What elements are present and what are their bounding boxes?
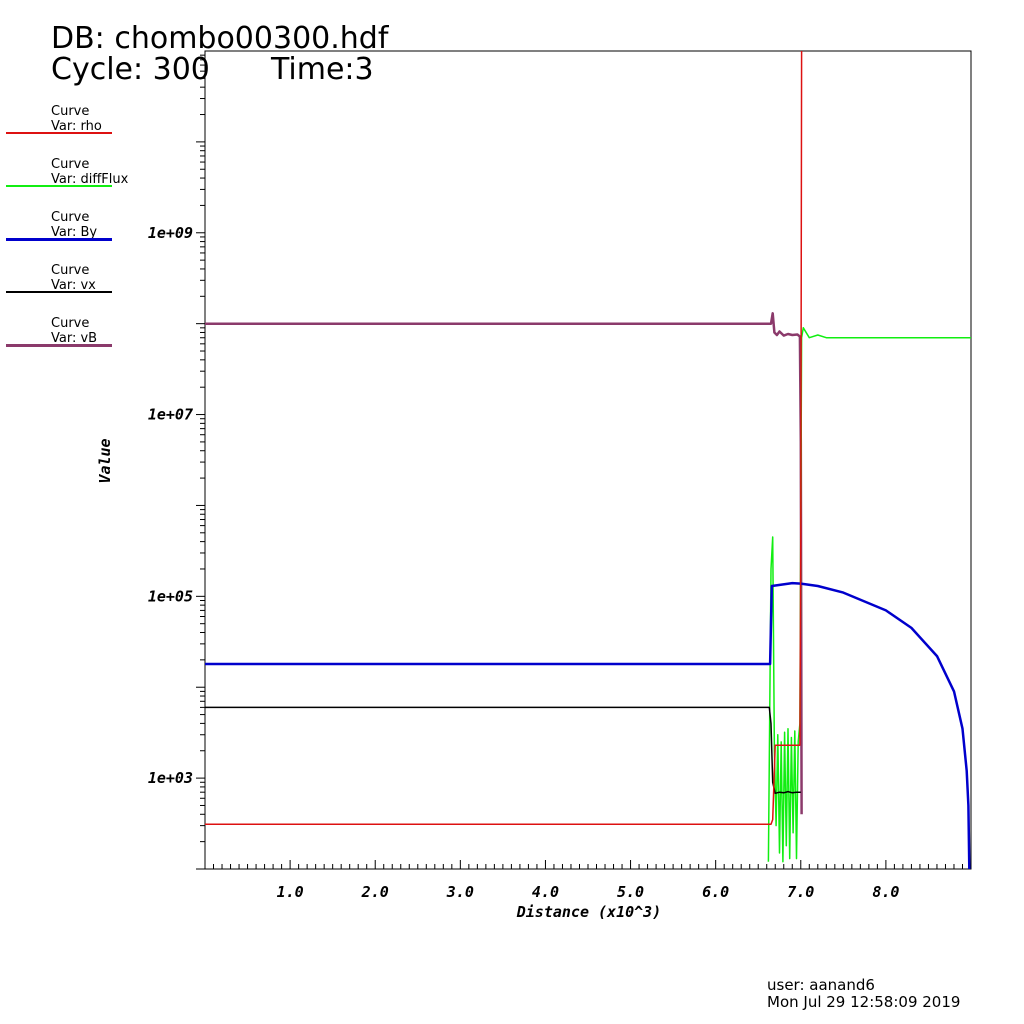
legend-curve-label: Curve — [51, 316, 90, 331]
legend-var-label: Var: rho — [51, 119, 102, 134]
legend-item-vx: Curve Var: vx — [0, 264, 140, 314]
legend-swatch-by — [6, 238, 112, 241]
series-line-by — [205, 581, 971, 870]
legend-curve-label: Curve — [51, 104, 90, 119]
x-tick-label: 5.0 — [617, 883, 644, 901]
axis-ticks: 1.0 2.0 3.0 4.0 5.0 6.0 7.0 8.0 1e+03 1e+05 1e+07 1… — [148, 54, 963, 901]
legend-curve-label: Curve — [51, 263, 90, 278]
x-tick-label: 3.0 — [446, 883, 474, 901]
legend-var-label: Var: vx — [51, 278, 96, 293]
legend-item-by: Curve Var: By — [0, 211, 140, 261]
x-tick-label: 6.0 — [702, 883, 729, 901]
footer-date: Mon Jul 29 12:58:09 2019 — [767, 993, 961, 1011]
y-tick-label: 1e+09 — [148, 224, 193, 242]
legend-swatch-rho — [6, 132, 112, 134]
x-tick-label: 2.0 — [361, 883, 389, 901]
database-title: DB: chombo00300.hdf — [51, 21, 389, 56]
y-tick-label: 1e+03 — [148, 769, 193, 787]
legend-curve-label: Curve — [51, 157, 90, 172]
series-line-diffflux — [767, 327, 971, 863]
series-line-vx — [205, 706, 801, 795]
legend-var-label: Var: By — [51, 225, 98, 240]
series-line-rho — [205, 50, 803, 826]
x-axis-title: Distance (x10^3) — [516, 903, 662, 921]
series-lines — [205, 50, 971, 870]
legend-curve-label: Curve — [51, 210, 90, 225]
y-tick-label: 1e+07 — [148, 406, 193, 424]
y-axis-title: Value — [96, 438, 114, 483]
legend-var-label: Var: vB — [51, 331, 98, 346]
legend-swatch-vx — [6, 291, 112, 293]
x-tick-label: 8.0 — [872, 883, 899, 901]
plot-frame — [204, 50, 972, 870]
footer-user: user: aanand6 — [767, 976, 875, 994]
legend-item-rho: Curve Var: rho — [0, 105, 140, 155]
x-tick-label: 4.0 — [532, 883, 559, 901]
legend-item-vb: Curve Var: vB — [0, 317, 140, 367]
legend-item-diffflux: Curve Var: diffFlux — [0, 158, 140, 208]
series-line-vb — [205, 312, 803, 815]
x-tick-label: 7.0 — [787, 883, 814, 901]
time-label: Time:3 — [271, 52, 374, 87]
x-tick-label: 1.0 — [277, 883, 304, 901]
legend-var-label: Var: diffFlux — [51, 172, 129, 187]
y-tick-label: 1e+05 — [148, 587, 193, 605]
legend-swatch-vb — [6, 344, 112, 347]
legend-swatch-diffflux — [6, 185, 112, 187]
cycle-label: Cycle: 300 — [51, 52, 210, 87]
